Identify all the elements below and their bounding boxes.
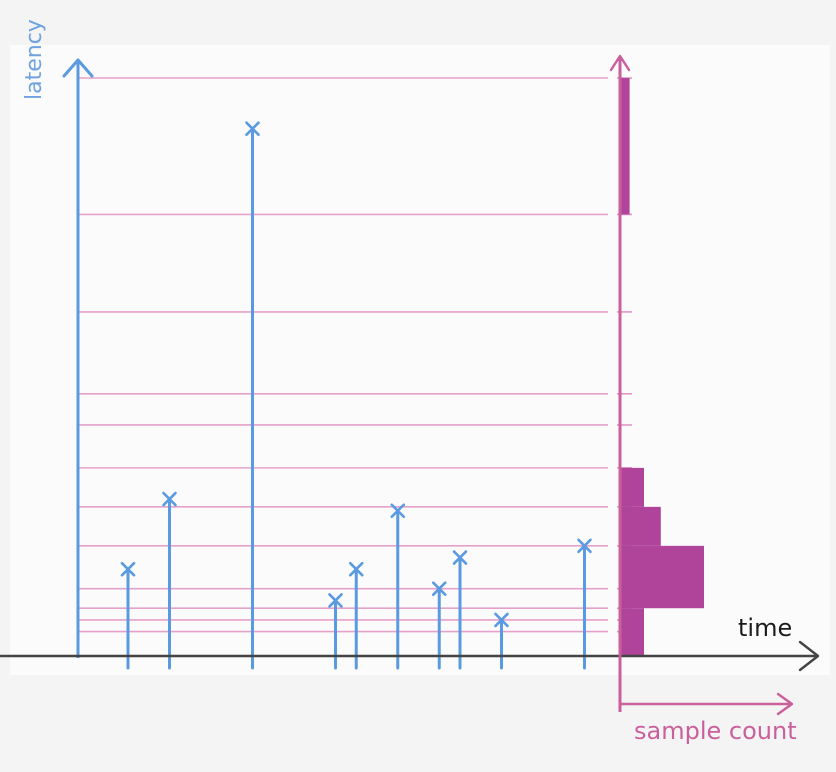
sample-x-marker — [348, 561, 364, 577]
sample-x-marker — [120, 561, 136, 577]
time-axis-arrowhead — [798, 640, 820, 672]
sample-x-marker — [245, 121, 260, 136]
sample-x-marker — [162, 491, 177, 507]
histogram-bar — [620, 545, 704, 609]
axes — [0, 54, 820, 716]
histogram-bar — [620, 506, 661, 546]
sample-x-marker — [431, 581, 447, 597]
sample-x-marker — [577, 538, 592, 554]
histogram-bar — [620, 467, 644, 507]
sample-count-arrowhead — [776, 692, 794, 716]
sample-x-marker — [328, 593, 343, 608]
sample-count-axis-label: sample count — [634, 717, 797, 745]
paper-background — [10, 45, 830, 675]
latency-axis-arrowhead — [62, 58, 94, 78]
histogram — [620, 78, 704, 655]
sample-x-marker — [390, 503, 406, 519]
sample-x-marker — [452, 550, 468, 565]
histogram-bar — [620, 608, 644, 655]
latency-samples — [120, 121, 592, 670]
histogram-axis-arrowhead — [609, 54, 631, 72]
bucket-grid — [78, 77, 632, 633]
time-axis-label: time — [738, 614, 793, 642]
latency-axis-label: latency — [22, 19, 47, 100]
sample-x-marker — [494, 612, 509, 628]
histogram-bar — [620, 78, 630, 215]
